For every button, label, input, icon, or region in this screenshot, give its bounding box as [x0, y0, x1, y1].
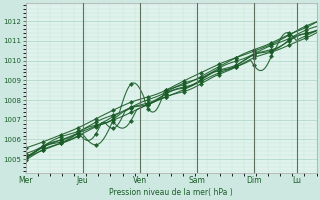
X-axis label: Pression niveau de la mer( hPa ): Pression niveau de la mer( hPa ) — [109, 188, 233, 197]
